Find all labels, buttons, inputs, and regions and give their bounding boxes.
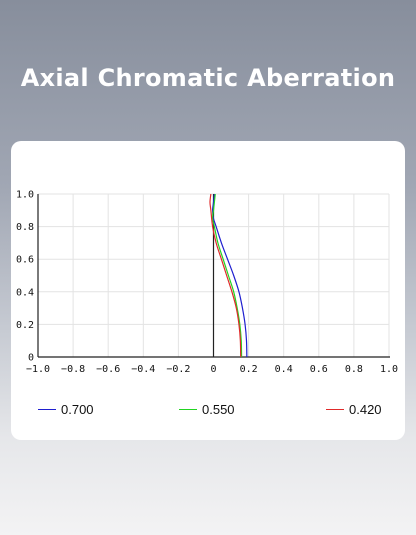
x-tick-label: 0: [210, 364, 216, 375]
legend-item-420: 0.420: [326, 399, 382, 419]
x-tick-label: 0.6: [310, 364, 328, 375]
x-tick-label: 0.8: [345, 364, 363, 375]
legend-label: 0.700: [61, 401, 94, 417]
legend-swatch: [179, 408, 197, 410]
x-tick-label: −0.8: [61, 364, 85, 375]
x-tick-label: −1.0: [26, 364, 50, 375]
legend-swatch: [326, 408, 344, 410]
y-tick-label: 0.4: [16, 287, 34, 298]
x-tick-label: −0.2: [166, 364, 190, 375]
x-tick-label: 0.4: [275, 364, 293, 375]
x-tick-label: −0.4: [131, 364, 155, 375]
x-tick-label: 1.0: [380, 364, 398, 375]
y-tick-label: 0.8: [16, 222, 34, 233]
legend: 0.700 0.550 0.420: [11, 399, 405, 419]
series-lines: [209, 193, 248, 358]
x-tick-label: 0.2: [240, 364, 258, 375]
y-tick-label: 0.2: [16, 320, 34, 331]
series-line-0.700: [212, 193, 248, 358]
y-tick-label: 0.6: [16, 255, 34, 266]
series-line-0.550: [212, 193, 243, 358]
legend-label: 0.550: [202, 401, 235, 417]
legend-label: 0.420: [349, 401, 382, 417]
legend-item-700: 0.700: [38, 399, 94, 419]
page-title: Axial Chromatic Aberration: [20, 64, 396, 92]
legend-item-550: 0.550: [179, 399, 235, 419]
tick-labels: −1.0 −0.8 −0.6 −0.4 −0.2 0 0.2 0.4 0.6 0.8 1.0 0 0.2…: [16, 190, 398, 376]
x-tick-label: −0.6: [96, 364, 120, 375]
series-line-0.420: [209, 193, 242, 358]
y-tick-label: 1.0: [16, 190, 34, 201]
y-tick-label: 0: [28, 353, 34, 364]
aberration-plot: −1.0 −0.8 −0.6 −0.4 −0.2 0 0.2 0.4 0.6 0.8 1.0 0 0.2…: [16, 190, 398, 376]
legend-swatch: [38, 408, 56, 410]
chart-card: −1.0 −0.8 −0.6 −0.4 −0.2 0 0.2 0.4 0.6 0.8 1.0 0 0.2…: [11, 141, 405, 440]
